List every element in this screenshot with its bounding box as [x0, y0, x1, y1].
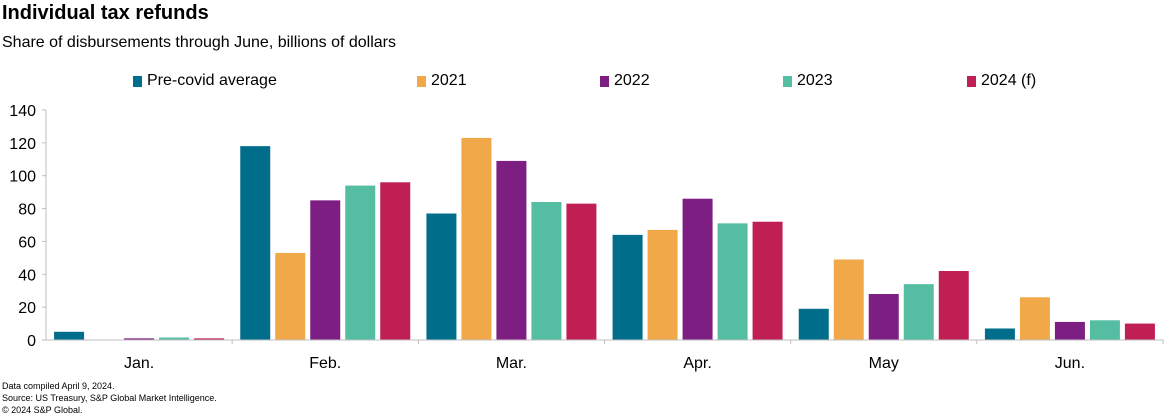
x-tick-label: Jan.	[124, 355, 154, 372]
legend-item: Pre-covid average	[133, 72, 277, 90]
bar-mar-1	[461, 137, 492, 340]
bar-feb-1	[275, 252, 306, 340]
bar-apr-2	[682, 198, 713, 340]
bar-may-2	[868, 294, 899, 340]
bar-feb-3	[345, 185, 376, 340]
x-tick-label: Jun.	[1055, 355, 1085, 372]
bar-may-0	[798, 308, 829, 340]
x-tick-label: May	[869, 355, 899, 372]
y-tick-label: 100	[9, 169, 36, 186]
legend-label: Pre-covid average	[147, 72, 277, 89]
bar-may-3	[903, 284, 934, 340]
footnote-source: Source: US Treasury, S&P Global Market I…	[2, 393, 217, 403]
bar-may-4	[938, 271, 969, 340]
bar-feb-2	[310, 200, 341, 340]
bar-mar-4	[566, 203, 597, 340]
bar-jan-3	[159, 337, 190, 340]
legend-item: 2024 (f)	[967, 72, 1036, 90]
legend-label: 2023	[797, 72, 833, 89]
chart-title: Individual tax refunds	[2, 2, 209, 24]
y-tick-label: 140	[9, 103, 36, 120]
y-tick-label: 120	[9, 136, 36, 153]
y-tick-label: 80	[18, 202, 36, 219]
legend-label: 2021	[431, 72, 467, 89]
footnote-date: Data compiled April 9, 2024.	[2, 381, 115, 391]
bar-may-1	[833, 259, 864, 340]
x-tick-label: Feb.	[309, 355, 341, 372]
bar-apr-4	[752, 221, 783, 340]
bar-apr-3	[717, 223, 748, 340]
bar-feb-0	[240, 146, 271, 340]
bar-mar-0	[426, 213, 457, 340]
bar-apr-0	[612, 234, 643, 340]
x-tick-label: Apr.	[683, 355, 711, 372]
y-tick-label: 0	[27, 333, 36, 350]
legend-item: 2023	[783, 72, 833, 90]
x-tick-label: Mar.	[496, 355, 527, 372]
bar-mar-2	[496, 160, 527, 340]
bar-jun-1	[1019, 297, 1050, 340]
y-tick-label: 20	[18, 300, 36, 317]
bar-jun-4	[1124, 323, 1155, 340]
legend-item: 2022	[600, 72, 650, 90]
legend-item: 2021	[417, 72, 467, 90]
bar-jun-0	[984, 328, 1015, 340]
legend-swatch	[967, 75, 976, 87]
y-tick-label: 60	[18, 234, 36, 251]
bar-jun-3	[1089, 320, 1120, 340]
legend: Pre-covid average 2021 2022 2023 2024 (f)	[0, 72, 1166, 94]
bar-apr-1	[647, 229, 678, 340]
legend-swatch	[133, 75, 142, 87]
footnotes: Data compiled April 9, 2024. Source: US …	[2, 380, 217, 416]
footnote-copyright: © 2024 S&P Global.	[2, 405, 83, 415]
bar-jun-2	[1054, 321, 1085, 340]
legend-swatch	[600, 75, 609, 87]
bar-jan-4	[194, 338, 225, 340]
y-tick-label: 40	[18, 267, 36, 284]
legend-label: 2024 (f)	[981, 72, 1037, 89]
chart-subtitle: Share of disbursements through June, bil…	[2, 34, 396, 51]
bar-mar-3	[531, 202, 562, 340]
legend-swatch	[417, 75, 426, 87]
bar-jan-2	[124, 338, 155, 340]
bar-feb-4	[380, 182, 411, 340]
bar-jan-0	[54, 331, 85, 340]
legend-swatch	[783, 75, 792, 87]
legend-label: 2022	[614, 72, 650, 89]
